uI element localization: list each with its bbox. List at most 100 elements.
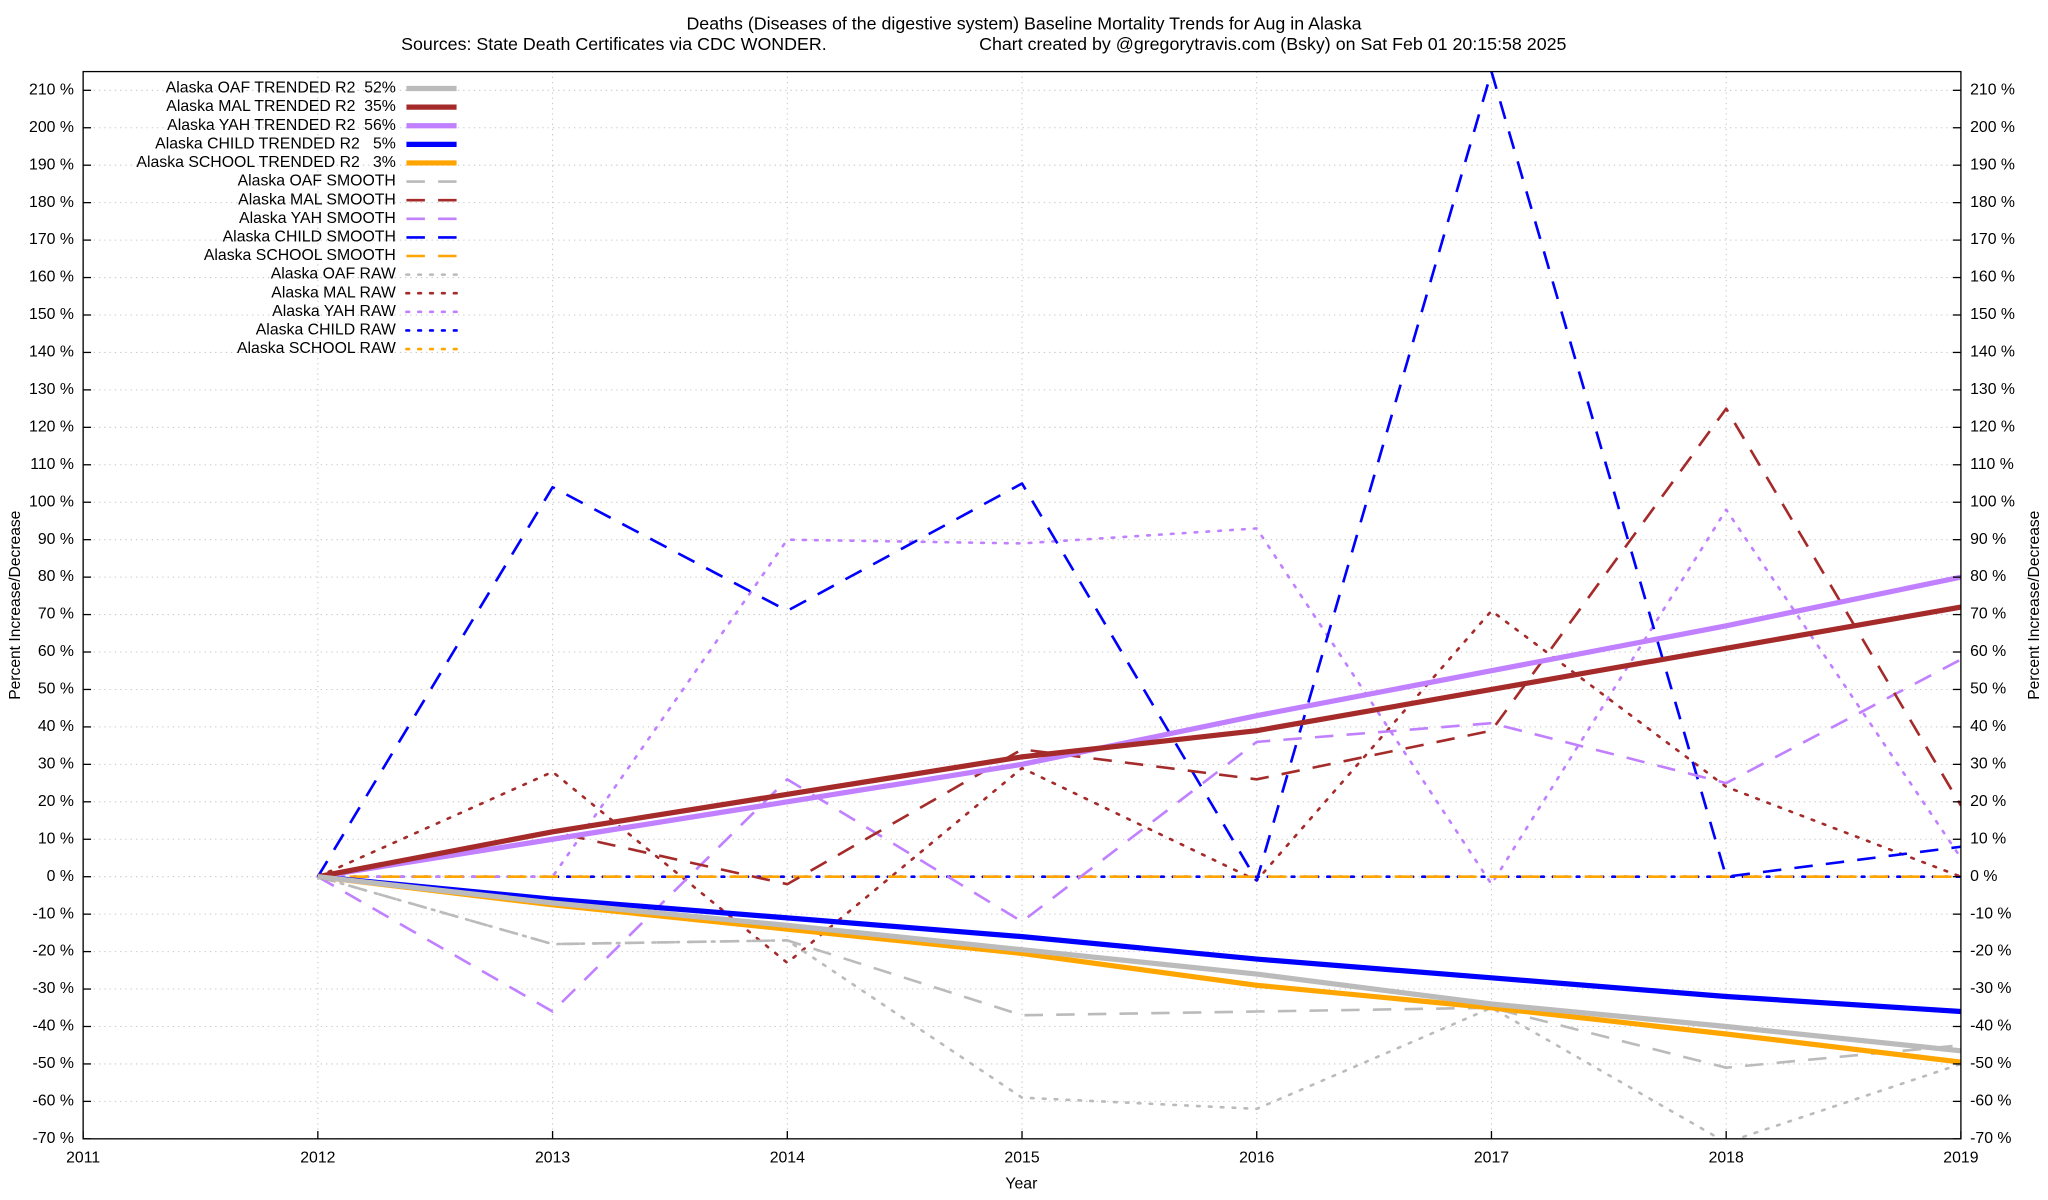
series-line <box>317 874 1961 1015</box>
y2-tick-label: 0 % <box>1970 868 1997 885</box>
y-tick-label: 50 % <box>38 681 74 698</box>
y2-tick-label: 190 % <box>1970 156 2015 173</box>
series-line <box>317 604 1961 880</box>
y-tick-label: 80 % <box>38 568 74 585</box>
y2-tick-label: 130 % <box>1970 381 2015 398</box>
y2-tick-label: 50 % <box>1970 681 2006 698</box>
chart-credit: Chart created by @gregorytravis.com (Bsk… <box>979 34 1566 54</box>
series-line <box>317 658 1961 1013</box>
y-tick-label: 150 % <box>29 306 74 323</box>
y-tick-label: -60 % <box>33 1093 74 1110</box>
y2-tick-label: 180 % <box>1970 194 2015 211</box>
y2-tick-label: 40 % <box>1970 718 2006 735</box>
y2-tick-label: -20 % <box>1970 943 2011 960</box>
y2-tick-label: 10 % <box>1970 830 2006 847</box>
series-line <box>317 574 1961 880</box>
series-line <box>316 609 1961 965</box>
y2-tick-label: 140 % <box>1970 344 2015 361</box>
x-tick-label: 2012 <box>300 1150 335 1167</box>
legend-label: Alaska MAL SMOOTH <box>238 191 396 208</box>
x-tick-label: 2014 <box>770 1150 805 1167</box>
legend-label: Alaska YAH SMOOTH <box>239 210 396 227</box>
y-tick-label: 120 % <box>29 419 74 436</box>
y-tick-label: 0 % <box>47 868 74 885</box>
legend-label: Alaska MAL TRENDED R2 35% <box>166 98 396 115</box>
y-tick-label: -10 % <box>33 905 74 922</box>
legend-label: Alaska OAF SMOOTH <box>238 173 396 190</box>
y-axis-label: Percent Increase/Decrease <box>7 510 24 699</box>
legend-label: Alaska CHILD SMOOTH <box>223 229 396 246</box>
x-tick-label: 2011 <box>66 1150 100 1167</box>
y2-tick-label: 90 % <box>1970 531 2006 548</box>
y2-tick-label: -50 % <box>1970 1055 2011 1072</box>
legend-label: Alaska SCHOOL RAW <box>237 340 396 357</box>
y-tick-label: 70 % <box>38 606 74 623</box>
series-line <box>316 875 1961 1139</box>
y-tick-label: 180 % <box>29 194 74 211</box>
chart-title: Deaths (Diseases of the digestive system… <box>686 13 1361 33</box>
y2-tick-label: -10 % <box>1970 905 2011 922</box>
y-tick-label: -30 % <box>33 980 74 997</box>
y-tick-label: 210 % <box>29 82 74 99</box>
legend-label: Alaska CHILD TRENDED R2 5% <box>155 136 396 153</box>
y2-tick-label: 110 % <box>1970 456 2014 473</box>
legend-label: Alaska OAF TRENDED R2 52% <box>166 80 396 97</box>
y2-tick-label: 80 % <box>1970 568 2006 585</box>
y2-tick-label: 30 % <box>1970 756 2006 773</box>
y-tick-label: 110 % <box>30 456 74 473</box>
y-tick-label: 140 % <box>29 344 74 361</box>
y2-tick-label: 160 % <box>1970 269 2015 286</box>
y2-tick-label: 20 % <box>1970 793 2006 810</box>
chart-subtitle: Sources: State Death Certificates via CD… <box>401 34 827 54</box>
y2-tick-label: 70 % <box>1970 606 2006 623</box>
y-tick-label: 160 % <box>29 269 74 286</box>
series-line <box>316 71 1961 882</box>
y-tick-label: 200 % <box>29 119 74 136</box>
y2-tick-label: 200 % <box>1970 119 2015 136</box>
legend: Alaska OAF TRENDED R2 52%Alaska MAL TREN… <box>136 80 458 357</box>
y-tick-label: 130 % <box>29 381 74 398</box>
x-tick-label: 2016 <box>1239 1150 1274 1167</box>
y2-tick-label: 210 % <box>1970 82 2015 99</box>
y2-tick-label: 100 % <box>1970 493 2015 510</box>
y-tick-label: 190 % <box>29 156 74 173</box>
y2-tick-label: -40 % <box>1970 1018 2011 1035</box>
y-tick-label: 60 % <box>38 643 74 660</box>
y2-axis-label: Percent Increase/Decrease <box>2026 510 2043 699</box>
y-tick-label: 40 % <box>38 718 74 735</box>
plot-area <box>316 71 1961 1139</box>
y-tick-label: -70 % <box>33 1130 74 1147</box>
x-tick-label: 2017 <box>1474 1150 1509 1167</box>
y2-tick-label: 60 % <box>1970 643 2006 660</box>
y-tick-label: 90 % <box>38 531 74 548</box>
legend-label: Alaska CHILD RAW <box>256 322 396 339</box>
y2-tick-label: 150 % <box>1970 306 2015 323</box>
y-tick-label: 170 % <box>29 231 74 248</box>
y-tick-label: -50 % <box>33 1055 74 1072</box>
series-line <box>317 407 1961 886</box>
legend-label: Alaska OAF RAW <box>271 266 396 283</box>
axes: -70 % -70 % -60 % -60 % -50 % -50 % -40 % -40 %… <box>29 82 2015 1167</box>
legend-label: Alaska SCHOOL SMOOTH <box>204 247 396 264</box>
y2-tick-label: -60 % <box>1970 1093 2011 1110</box>
y-tick-label: 20 % <box>38 793 74 810</box>
legend-label: Alaska YAH RAW <box>272 303 396 320</box>
x-tick-label: 2013 <box>535 1150 570 1167</box>
x-tick-label: 2019 <box>1943 1150 1978 1167</box>
legend-label: Alaska SCHOOL TRENDED R2 3% <box>136 154 395 171</box>
y2-tick-label: 120 % <box>1970 419 2015 436</box>
legend-label: Alaska MAL RAW <box>271 284 396 301</box>
y2-tick-label: -30 % <box>1970 980 2011 997</box>
x-tick-label: 2015 <box>1004 1150 1039 1167</box>
y-tick-label: -40 % <box>33 1018 74 1035</box>
y-tick-label: 10 % <box>38 830 74 847</box>
x-tick-label: 2018 <box>1709 1150 1744 1167</box>
series-line <box>317 875 1961 1069</box>
series-line <box>317 874 1961 1054</box>
y2-tick-label: 170 % <box>1970 231 2015 248</box>
y-tick-label: 30 % <box>38 756 74 773</box>
y-tick-label: -20 % <box>33 943 74 960</box>
x-axis-label: Year <box>1005 1176 1037 1193</box>
legend-label: Alaska YAH TRENDED R2 56% <box>167 117 396 134</box>
